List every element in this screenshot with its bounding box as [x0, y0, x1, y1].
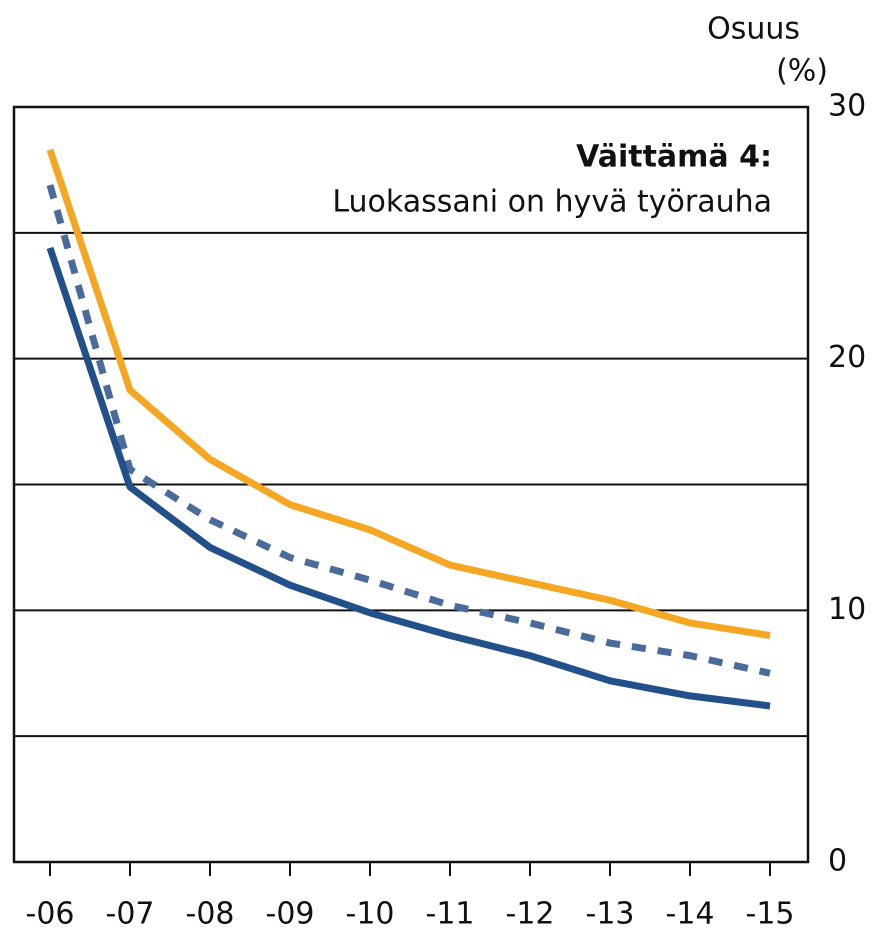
data-line	[46, 184, 771, 677]
x-tick-label: -12	[506, 897, 555, 931]
x-tick-label: -13	[586, 897, 635, 931]
chart-subtitle: Luokassani on hyvä työrauha	[332, 185, 772, 220]
data-line	[46, 148, 771, 639]
x-tick-label: -09	[266, 897, 315, 931]
y-axis-label: (%)	[776, 54, 828, 89]
y-tick-label: 20	[828, 340, 866, 375]
y-tick-label: 0	[828, 844, 847, 879]
x-tick-label: -11	[426, 897, 475, 931]
y-axis-label: Osuus	[707, 12, 800, 47]
data-line	[46, 246, 771, 710]
x-tick-label: -14	[666, 897, 715, 931]
y-tick-label: 10	[828, 592, 866, 627]
x-tick-label: -07	[106, 897, 155, 931]
chart-title: Väittämä 4:	[576, 140, 772, 175]
x-tick-label: -06	[26, 897, 75, 931]
y-tick-label: 30	[828, 89, 866, 124]
x-tick-label: -10	[346, 897, 395, 931]
x-tick-label: -08	[186, 897, 235, 931]
x-tick-label: -15	[746, 897, 795, 931]
